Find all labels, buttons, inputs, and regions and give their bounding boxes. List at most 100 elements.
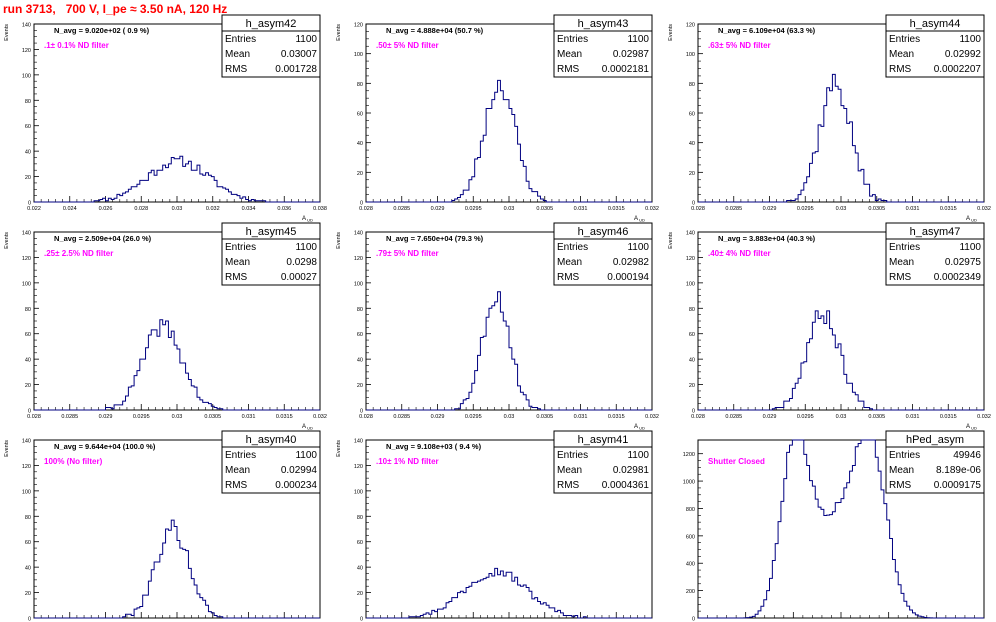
y-tick-label: 40 <box>25 566 31 572</box>
stats-name: hPed_asym <box>906 434 964 446</box>
x-tick-label: 0.031 <box>574 414 588 420</box>
y-tick-label: 1000 <box>683 480 695 486</box>
y-tick-label: 40 <box>357 358 363 364</box>
stats-value-entries: 1100 <box>627 242 649 253</box>
y-tick-label: 140 <box>22 439 31 445</box>
y-tick-label: 80 <box>25 515 31 521</box>
x-tick-label: 0.0315 <box>940 206 957 212</box>
y-tick-label: 40 <box>25 150 31 156</box>
stats-key-mean: Mean <box>225 49 250 60</box>
y-tick-label: 60 <box>689 332 695 338</box>
stats-box <box>885 430 985 494</box>
filter-label: 100% (No filter) <box>44 457 103 466</box>
x-tick-label: 0.029 <box>99 414 113 420</box>
stats-value-mean: 0.02982 <box>613 257 650 268</box>
y-tick-label: 600 <box>686 534 695 540</box>
stats-value-entries: 49946 <box>953 450 981 461</box>
y-tick-label: 100 <box>354 489 363 495</box>
x-tick-label: 0.0295 <box>465 206 482 212</box>
x-tick-label: 0.0315 <box>608 206 625 212</box>
y-tick-label: 140 <box>354 231 363 237</box>
filter-label: .50± 5% ND filter <box>376 41 439 50</box>
filter-label: .40± 4% ND filter <box>708 249 771 258</box>
filter-label: .1± 0.1% ND filter <box>44 41 109 50</box>
x-tick-label: 0.031 <box>574 206 588 212</box>
histogram-line <box>34 319 320 411</box>
y-tick-label: 60 <box>357 332 363 338</box>
x-axis-title: A UD <box>634 216 645 223</box>
histogram-panel-h_asym47: 0 20 40 60 80 100 120 140 0.028 0.0285 0.029 0.0295… <box>668 222 991 431</box>
y-tick-label: 20 <box>25 175 31 181</box>
x-axis-title: A UD <box>302 424 313 431</box>
y-axis-title: Events <box>668 24 674 41</box>
y-tick-label: 60 <box>357 540 363 546</box>
stats-key-mean: Mean <box>225 465 250 476</box>
y-tick-label: 20 <box>689 171 695 177</box>
x-tick-label: 0.032 <box>206 206 220 212</box>
y-tick-label: 100 <box>686 52 695 58</box>
x-tick-label: 0.03 <box>836 414 847 420</box>
stats-key-rms: RMS <box>557 480 580 491</box>
x-tick-label: 0.0295 <box>133 414 150 420</box>
stats-key-entries: Entries <box>557 242 588 253</box>
x-tick-label: 0.032 <box>313 414 327 420</box>
x-tick-label: 0.0285 <box>393 206 410 212</box>
x-tick-label: 0.029 <box>763 206 777 212</box>
x-tick-label: 0.0285 <box>393 414 410 420</box>
stats-value-entries: 1100 <box>295 450 317 461</box>
x-tick-label: 0.0285 <box>61 414 78 420</box>
stats-value-mean: 0.0298 <box>286 257 317 268</box>
y-tick-label: 120 <box>22 48 31 54</box>
y-tick-label: 40 <box>357 566 363 572</box>
stats-box <box>553 222 653 286</box>
y-tick-label: 20 <box>25 591 31 597</box>
histogram-line <box>698 439 984 619</box>
y-tick-label: 80 <box>689 82 695 88</box>
stats-value-mean: 0.02992 <box>945 49 982 60</box>
stats-key-mean: Mean <box>889 465 914 476</box>
stats-key-entries: Entries <box>225 450 256 461</box>
filter-label: .25± 2.5% ND filter <box>44 249 113 258</box>
y-tick-label: 100 <box>22 489 31 495</box>
x-tick-label: 0.0305 <box>868 414 885 420</box>
x-tick-label: 0.028 <box>359 414 373 420</box>
y-tick-label: 80 <box>25 99 31 105</box>
stats-key-entries: Entries <box>225 242 256 253</box>
x-tick-label: 0.0315 <box>608 414 625 420</box>
stats-key-mean: Mean <box>557 49 582 60</box>
stats-name: h_asym41 <box>578 434 629 446</box>
stats-name: h_asym43 <box>578 18 629 30</box>
y-tick-label: 140 <box>686 231 695 237</box>
y-tick-label: 120 <box>354 256 363 262</box>
y-tick-label: 0 <box>28 409 31 415</box>
stats-key-entries: Entries <box>557 34 588 45</box>
y-tick-label: 100 <box>354 281 363 287</box>
x-axis-title: A UD <box>302 216 313 223</box>
y-tick-label: 100 <box>22 281 31 287</box>
stats-key-mean: Mean <box>889 257 914 268</box>
stats-name: h_asym44 <box>910 18 961 30</box>
x-tick-label: 0.034 <box>242 206 256 212</box>
y-axis-title: Events <box>4 24 10 41</box>
y-tick-label: 100 <box>354 52 363 58</box>
y-tick-label: 0 <box>692 409 695 415</box>
x-tick-label: 0.029 <box>431 206 445 212</box>
navg-label: N_avg = 9.108e+03 ( 9.4 %) <box>386 442 482 451</box>
histogram-line <box>366 79 652 203</box>
y-tick-label: 40 <box>357 141 363 147</box>
y-tick-label: 60 <box>689 112 695 118</box>
y-tick-label: 80 <box>25 307 31 313</box>
y-tick-label: 80 <box>357 515 363 521</box>
stats-key-entries: Entries <box>889 34 920 45</box>
y-tick-label: 1200 <box>683 452 695 458</box>
stats-value-entries: 1100 <box>627 450 649 461</box>
y-tick-label: 400 <box>686 562 695 568</box>
stats-value-mean: 0.03007 <box>281 49 318 60</box>
x-tick-label: 0.031 <box>906 414 920 420</box>
y-axis-title: Events <box>4 232 10 249</box>
histogram-panel-h_asym41: 0204060801001201400.0280.02850.0290.0295… <box>336 430 653 622</box>
x-tick-label: 0.028 <box>27 414 41 420</box>
stats-key-entries: Entries <box>889 242 920 253</box>
stats-box <box>885 222 985 286</box>
y-tick-label: 80 <box>689 307 695 313</box>
